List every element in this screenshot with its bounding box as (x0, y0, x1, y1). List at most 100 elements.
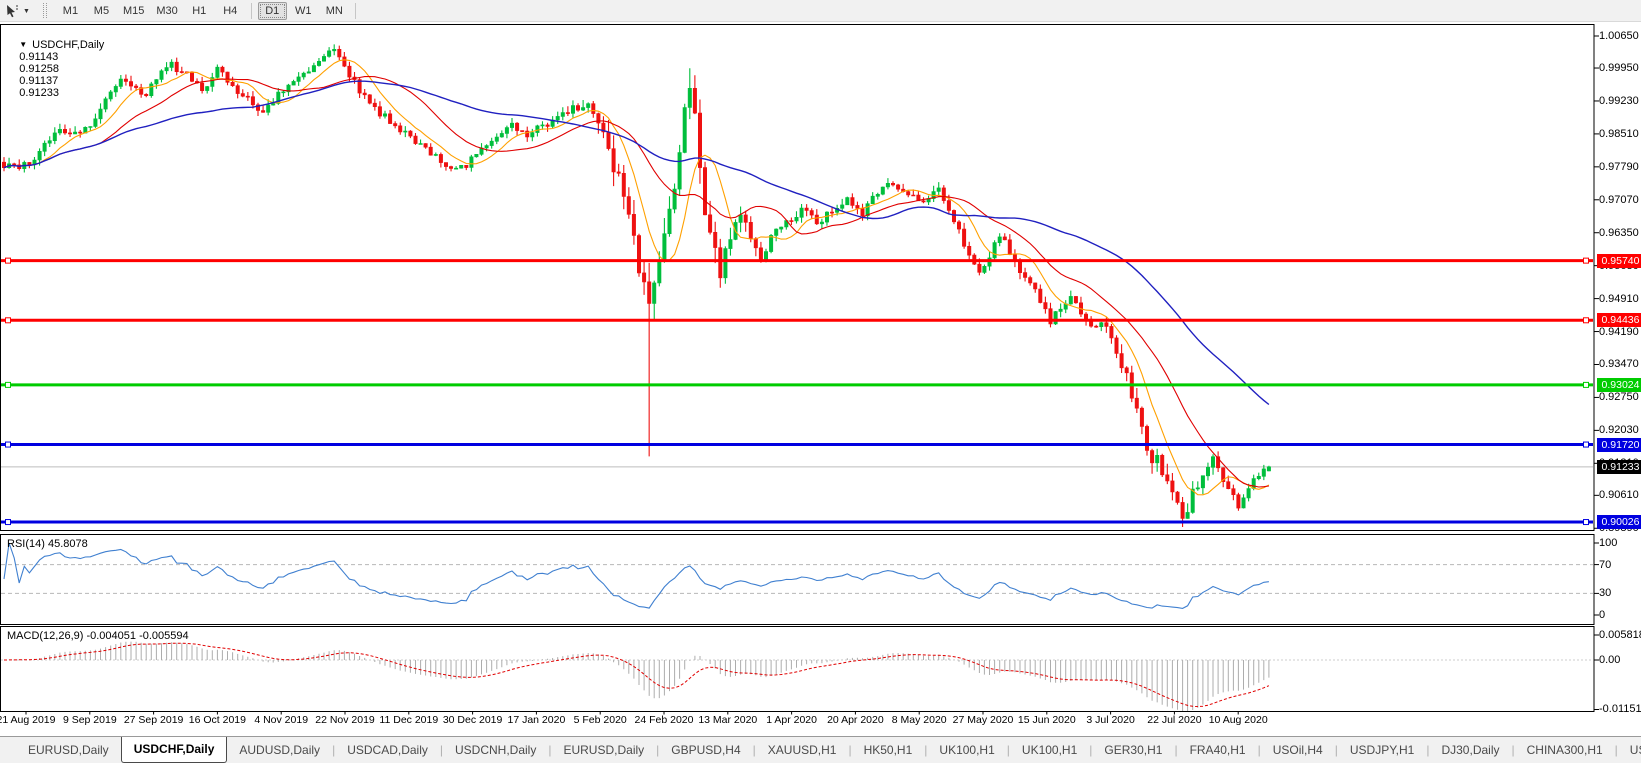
macd-tick-label: 0.005818 (1599, 628, 1641, 641)
tab-separator: | (1426, 743, 1430, 757)
chart-tab-eurusd-daily[interactable]: EURUSD,Daily (563, 743, 645, 757)
collapse-panel-icon[interactable]: ▼ (19, 40, 28, 49)
ohlc-low-value: 0.91137 (19, 75, 59, 87)
chart-tab-eurusd-daily[interactable]: EURUSD,Daily (28, 743, 109, 757)
chart-tab-audusd-daily[interactable]: AUDUSD,Daily (239, 743, 321, 757)
date-tick-label: 21 Aug 2019 (0, 714, 56, 726)
date-tick-label: 13 Mar 2020 (698, 714, 758, 726)
price-line-label[interactable]: 0.90026 (1597, 515, 1641, 530)
price-tick-label: 0.94190 (1599, 325, 1639, 338)
chart-tab-china300-h1[interactable]: CHINA300,H1 (1526, 743, 1603, 757)
timeframe-button-m1[interactable]: M1 (62, 4, 79, 17)
price-line-label[interactable]: 0.93024 (1597, 377, 1641, 392)
timeframe-toolbar: ▼ M1 M5 M15 M30 H1 H4 D1 W1 MN (0, 0, 1641, 22)
date-tick-label: 5 Feb 2020 (573, 714, 627, 726)
price-tick-label: 0.99950 (1599, 62, 1639, 75)
chevron-down-icon: ▼ (23, 8, 30, 15)
macd-indicator-label: MACD(12,26,9) -0.004051 -0.005594 (7, 630, 189, 642)
date-tick-label: 27 Sep 2019 (123, 714, 184, 726)
chart-tab-uk100-h1[interactable]: UK100,H1 (1021, 743, 1078, 757)
timeframe-button-m5[interactable]: M5 (93, 4, 110, 17)
price-tick-label: 0.93470 (1599, 358, 1639, 371)
date-tick-label: 27 May 2020 (952, 714, 1014, 726)
price-tick-label: 0.99230 (1599, 94, 1639, 107)
macd-tick-label: 0.00 (1599, 654, 1621, 666)
toolbar-separator (354, 2, 356, 19)
chart-tab-uk100-h1[interactable]: UK100,H1 (939, 743, 995, 757)
tab-separator: | (1334, 743, 1338, 757)
rsi-tick-label: 0 (1599, 609, 1606, 621)
current-price-label: 0.91233 (1597, 459, 1641, 474)
timeframe-button-m30[interactable]: M30 (156, 4, 178, 17)
tab-separator: | (656, 743, 660, 757)
timeframe-button-mn[interactable]: MN (325, 4, 343, 17)
chart-tab-bar: EURUSD,Daily USDCHF,Daily AUDUSD,Daily | USD… (0, 736, 1641, 763)
toolbar-grip[interactable] (42, 3, 47, 18)
rsi-indicator-label: RSI(14) 45.8078 (7, 538, 88, 550)
date-tick-label: 30 Dec 2019 (442, 714, 503, 726)
date-tick-label: 22 Jul 2020 (1147, 714, 1202, 726)
tab-separator: | (752, 743, 756, 757)
price-tick-label: 0.98510 (1599, 127, 1639, 140)
rsi-tick-label: 30 (1599, 587, 1612, 600)
price-tick-label: 0.90610 (1599, 489, 1639, 502)
tab-separator: | (1089, 743, 1093, 757)
chart-tab-usdcad-daily[interactable]: USDCAD,Daily (347, 743, 428, 757)
date-tick-label: 1 Apr 2020 (766, 714, 817, 726)
rsi-tick-label: 100 (1599, 537, 1618, 549)
date-tick-label: 16 Oct 2019 (188, 714, 246, 726)
price-tick-label: 0.97790 (1599, 160, 1639, 173)
price-line-label[interactable]: 0.94436 (1597, 313, 1641, 328)
tab-separator: | (1614, 743, 1618, 757)
timeframe-button-m15[interactable]: M15 (122, 4, 145, 17)
date-tick-label: 11 Dec 2019 (379, 714, 439, 726)
chart-tab-usdjpy-h1[interactable]: USDJPY,H1 (1349, 743, 1415, 757)
tab-separator: | (332, 743, 336, 757)
chart-tab-usdchf-daily[interactable]: USDCHF,Daily (120, 737, 228, 763)
date-tick-label: 8 May 2020 (891, 714, 947, 726)
tab-separator: | (1257, 743, 1261, 757)
timeframe-button-h4[interactable]: H4 (223, 4, 238, 17)
chart-tab-dj30-daily[interactable]: DJ30,Daily (1441, 743, 1500, 757)
chart-tab-usoil-h4[interactable]: USOil,H4 (1272, 743, 1323, 757)
timeframe-button-w1[interactable]: W1 (295, 4, 312, 17)
timeframe-button-h1[interactable]: H1 (192, 4, 207, 17)
date-tick-label: 3 Jul 2020 (1086, 714, 1135, 726)
date-tick-label: 22 Nov 2019 (315, 714, 375, 726)
tab-separator: | (848, 743, 852, 757)
tab-separator: | (1511, 743, 1515, 757)
chart-tab-ger30-h1[interactable]: GER30,H1 (1104, 743, 1163, 757)
ohlc-close-value: 0.91233 (19, 87, 59, 99)
chart-tab-usdcnh-daily[interactable]: USDCNH,Daily (455, 743, 537, 757)
price-tick-label: 0.94910 (1599, 292, 1639, 305)
tab-separator: | (924, 743, 928, 757)
price-line-label[interactable]: 0.91720 (1597, 437, 1641, 452)
chart-tab-gbpusd-h4[interactable]: GBPUSD,H4 (671, 743, 741, 757)
price-tick-label: 0.97070 (1599, 193, 1639, 206)
rsi-tick-label: 70 (1599, 558, 1612, 571)
date-tick-label: 17 Jan 2020 (507, 714, 566, 726)
macd-tick-label: -0.011514 (1599, 703, 1641, 716)
chart-tab-hk50-h1[interactable]: HK50,H1 (863, 743, 913, 757)
chart-tab-xauusd-h1[interactable]: XAUUSD,H1 (767, 743, 837, 757)
cursor-crosshair-icon (7, 4, 18, 17)
chart-tab-fra40-h1[interactable]: FRA40,H1 (1189, 743, 1246, 757)
toolbar-separator (250, 2, 252, 19)
price-tick-label: 0.92030 (1599, 424, 1639, 437)
date-tick-label: 4 Nov 2019 (254, 714, 309, 726)
price-line-label[interactable]: 0.95740 (1597, 253, 1641, 268)
tab-separator: | (439, 743, 443, 757)
date-tick-label: 10 Aug 2020 (1208, 714, 1268, 726)
timeframe-buttons: M1 M5 M15 M30 H1 H4 D1 W1 MN (55, 1, 361, 20)
date-tick-label: 24 Feb 2020 (634, 714, 694, 726)
chart-symbol-label: USDCHF,Daily (32, 39, 105, 51)
chart-tab-usoil-h1[interactable]: USOil,H1 (1629, 743, 1641, 757)
tab-separator: | (1174, 743, 1178, 757)
timeframe-button-d1[interactable]: D1 (257, 1, 287, 20)
date-tick-label: 9 Sep 2019 (62, 714, 117, 726)
ohlc-open-value: 0.91143 (19, 51, 59, 63)
cursor-tool-button[interactable]: ▼ (4, 3, 33, 19)
price-tick-label: 0.96350 (1599, 226, 1639, 239)
